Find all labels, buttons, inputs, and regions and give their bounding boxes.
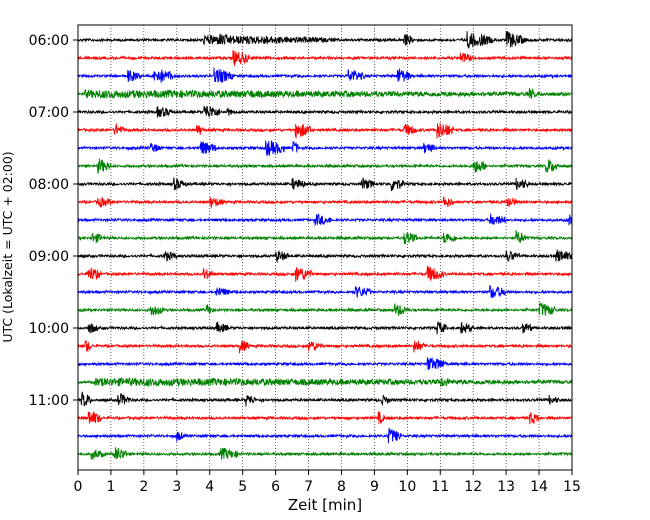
trace-line <box>77 302 573 316</box>
trace-line <box>77 447 573 460</box>
trace-line <box>77 410 573 425</box>
trace-line <box>77 158 573 175</box>
trace-line <box>77 50 573 67</box>
y-tick-label: 07:00 <box>29 105 69 121</box>
trace-line <box>77 391 573 407</box>
x-tick-label: 5 <box>238 479 247 495</box>
x-tick-label: 10 <box>398 479 416 495</box>
trace-line <box>77 265 573 282</box>
trace-line <box>77 67 573 83</box>
trace-line <box>77 122 573 139</box>
y-axis-ticks: 06:00 07:00 08:00 09:00 10:00 11:00 <box>29 33 78 409</box>
trace-line <box>77 105 573 118</box>
x-tick-label: 15 <box>563 479 581 495</box>
x-tick-label: 12 <box>464 479 482 495</box>
x-tick-label: 0 <box>74 479 83 495</box>
trace-line <box>77 230 573 245</box>
x-tick-label: 6 <box>271 479 280 495</box>
x-tick-label: 11 <box>431 479 449 495</box>
y-axis-label: UTC (Lokalzeit = UTC + 02:00) <box>0 151 15 342</box>
trace-line <box>77 31 573 49</box>
x-axis-label: Zeit [min] <box>288 496 362 514</box>
trace-line <box>77 177 573 192</box>
x-gridlines <box>110 25 540 470</box>
trace-line <box>77 340 573 354</box>
trace-line <box>77 321 573 335</box>
seismic-traces <box>77 31 573 460</box>
x-tick-label: 1 <box>106 479 115 495</box>
x-tick-label: 14 <box>530 479 548 495</box>
x-tick-label: 8 <box>337 479 346 495</box>
x-tick-label: 13 <box>497 479 515 495</box>
trace-line <box>77 88 573 100</box>
trace-line <box>77 357 573 371</box>
trace-line <box>77 213 573 226</box>
plot-background <box>78 25 572 470</box>
trace-line <box>77 376 573 388</box>
y-tick-label: 06:00 <box>29 33 69 49</box>
x-tick-label: 7 <box>304 479 313 495</box>
x-tick-label: 4 <box>205 479 214 495</box>
y-tick-label: 10:00 <box>29 321 69 337</box>
trace-line <box>77 140 573 157</box>
trace-line <box>77 196 573 209</box>
trace-line <box>77 284 573 299</box>
y-tick-label: 09:00 <box>29 249 69 265</box>
y-tick-label: 08:00 <box>29 177 69 193</box>
x-tick-label: 9 <box>370 479 379 495</box>
x-tick-label: 2 <box>139 479 148 495</box>
x-axis-ticks: 0 1 2 3 4 5 6 7 8 9 10 11 12 13 14 15 <box>74 470 581 495</box>
trace-line <box>77 428 573 444</box>
x-tick-label: 3 <box>172 479 181 495</box>
plot-frame <box>77 24 573 471</box>
y-tick-label: 11:00 <box>29 393 69 409</box>
trace-line <box>77 249 573 264</box>
